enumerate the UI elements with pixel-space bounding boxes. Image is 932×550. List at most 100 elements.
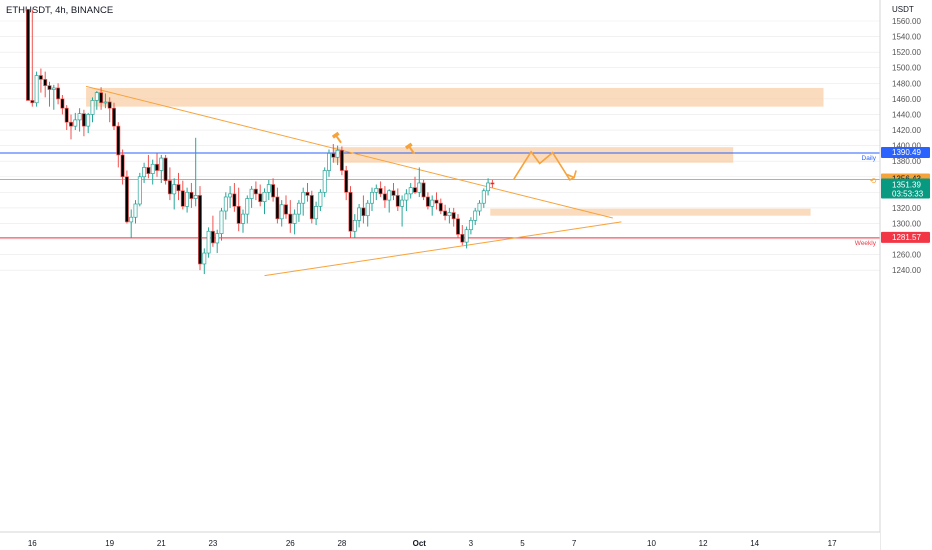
time-tick: 19 (105, 539, 114, 548)
candle (90, 97, 95, 123)
candle (262, 188, 267, 215)
candle (370, 187, 374, 212)
candle-body (301, 191, 306, 204)
candle (26, 8, 30, 101)
candle (142, 162, 147, 183)
candle-body (185, 191, 190, 207)
candle (413, 176, 417, 194)
candle-body (262, 191, 267, 203)
candle (159, 154, 164, 183)
candle (481, 188, 486, 208)
candle-body (64, 107, 69, 123)
candle-body (228, 193, 233, 198)
last-price-tag-bg (881, 178, 930, 199)
candle-body (443, 210, 448, 217)
candle-body (370, 191, 374, 204)
candle-body (241, 213, 245, 224)
candle (284, 195, 288, 219)
time-tick: 28 (337, 539, 346, 548)
candle-body (391, 190, 396, 196)
candle (327, 149, 331, 177)
candle-body (477, 202, 482, 212)
candle (202, 248, 207, 275)
time-tick: 14 (750, 539, 759, 548)
candle-body (318, 191, 323, 207)
candle-body (387, 190, 392, 201)
time-tick: Oct (413, 539, 427, 548)
price-tick: 1380.00 (892, 157, 921, 166)
candle-body (296, 202, 301, 215)
price-tick: 1540.00 (892, 33, 921, 42)
candle-body (331, 153, 336, 158)
time-tick: 16 (28, 539, 37, 548)
candle-body (90, 100, 95, 115)
candle (288, 200, 293, 233)
candle-body (374, 188, 379, 193)
candle-body (404, 193, 409, 201)
candle-body (124, 176, 129, 223)
candle-body (155, 163, 159, 171)
time-tick: 12 (699, 539, 708, 548)
candle-body (352, 219, 357, 232)
candle-body (30, 100, 35, 104)
candle (301, 187, 306, 216)
time-axis: 16 19 21 23 26 28 Oct 3 5 7 10 12 14 17 (0, 531, 880, 550)
candle (468, 217, 473, 235)
candle (438, 198, 443, 215)
candle-body (69, 121, 73, 127)
price-tick: 1460.00 (892, 95, 921, 104)
candle-body (99, 92, 104, 104)
candle-body (43, 79, 48, 86)
time-tick: 10 (647, 539, 656, 548)
candle (219, 207, 224, 241)
candle-body (305, 191, 310, 196)
candle (391, 182, 396, 201)
candle (348, 186, 353, 238)
candle-body (314, 205, 319, 220)
candle (417, 167, 422, 197)
candle (241, 209, 245, 233)
candle (404, 189, 409, 212)
candle (352, 214, 357, 238)
candle (64, 105, 69, 131)
candle (99, 87, 104, 110)
candle-body (357, 207, 362, 221)
candle-body (266, 184, 271, 193)
candle (223, 192, 228, 220)
candle-body (344, 170, 349, 193)
candle-body (120, 154, 125, 178)
candle-body (193, 195, 198, 199)
candle (447, 207, 452, 224)
candle-body (129, 216, 134, 223)
candle (382, 186, 387, 208)
candle (314, 201, 319, 226)
candle (331, 144, 336, 163)
candle (443, 204, 448, 221)
candle (378, 181, 383, 197)
weekly-price-tag: 1281.57 (892, 233, 921, 242)
candle-body (112, 107, 116, 127)
candle (451, 207, 456, 227)
candle (43, 71, 48, 98)
candle-body (249, 188, 254, 199)
candle (490, 179, 495, 188)
candle-body (408, 187, 413, 195)
candle (34, 71, 39, 107)
candle (133, 200, 138, 224)
candle-body (150, 163, 155, 174)
candle-body (327, 153, 331, 171)
candle-body (486, 182, 491, 192)
time-tick: 17 (828, 539, 837, 548)
candle (279, 200, 284, 227)
candle (69, 114, 73, 140)
candle-body (159, 157, 164, 171)
price-tick: 1300.00 (892, 219, 921, 228)
daily-price-tag-bg (881, 146, 930, 158)
candle (51, 84, 56, 110)
candle-body (447, 212, 452, 217)
candle (167, 167, 172, 201)
candle-body (284, 204, 288, 215)
price-tick: 1520.00 (892, 48, 921, 57)
candle-body (180, 190, 185, 207)
